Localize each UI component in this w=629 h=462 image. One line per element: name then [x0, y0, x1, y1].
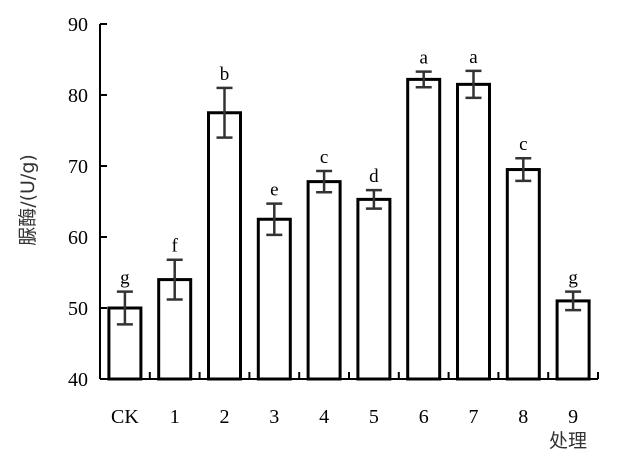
significance-letter-2: b — [220, 64, 230, 85]
y-tick-label: 60 — [68, 227, 88, 249]
error-bar-7 — [465, 69, 482, 100]
error-bar-6 — [415, 70, 432, 89]
bar-CK — [107, 306, 143, 381]
bar-2 — [207, 111, 242, 381]
significance-letter-9: g — [568, 268, 578, 289]
x-tick-label: 3 — [269, 406, 279, 428]
x-tick-label: 5 — [369, 406, 379, 428]
x-tick-label: CK — [111, 406, 139, 428]
error-bar-9 — [565, 290, 582, 312]
y-tick-label: 90 — [68, 14, 88, 36]
x-tick-label: 2 — [220, 406, 230, 428]
x-axis-title: 处理 — [549, 430, 587, 452]
y-axis: 40 50 60 70 80 90 — [68, 14, 107, 391]
bar-3 — [256, 217, 292, 381]
y-tick-label: 40 — [68, 369, 88, 391]
bar-4 — [306, 180, 342, 381]
x-tick-label: 9 — [568, 406, 578, 428]
x-tick-label: 7 — [469, 406, 479, 428]
significance-letter-6: a — [419, 48, 428, 69]
significance-letter-CK: g — [120, 268, 130, 289]
bar-8 — [505, 168, 541, 381]
x-tick-label: 6 — [419, 406, 429, 428]
y-tick-label: 70 — [68, 156, 88, 178]
error-bars — [116, 69, 582, 326]
bar-9 — [555, 299, 591, 381]
bar-6 — [406, 77, 442, 381]
significance-letter-5: d — [369, 166, 379, 187]
x-tick-label: 4 — [319, 406, 329, 428]
error-bar-8 — [515, 156, 532, 183]
significance-letter-4: c — [320, 147, 328, 168]
error-bar-4 — [316, 169, 333, 194]
error-bar-CK — [116, 290, 133, 326]
error-bar-1 — [166, 258, 183, 301]
significance-letter-1: f — [172, 236, 179, 257]
significance-letter-7: a — [469, 47, 478, 68]
y-tick-label: 80 — [68, 85, 88, 107]
bars — [107, 77, 591, 381]
bar-7 — [456, 82, 491, 381]
x-tick-label: 8 — [518, 406, 528, 428]
error-bar-5 — [365, 188, 382, 210]
x-tick-label: 1 — [170, 406, 180, 428]
significance-letter-8: c — [519, 134, 527, 155]
significance-letter-3: e — [270, 180, 278, 201]
bar-5 — [356, 197, 392, 381]
y-axis-title: 脲酶/(U/g) — [17, 154, 39, 246]
y-tick-label: 50 — [68, 298, 88, 320]
error-bar-3 — [266, 202, 283, 237]
error-bar-2 — [216, 86, 233, 139]
significance-letters: g f b e c d a a c g — [120, 47, 578, 289]
